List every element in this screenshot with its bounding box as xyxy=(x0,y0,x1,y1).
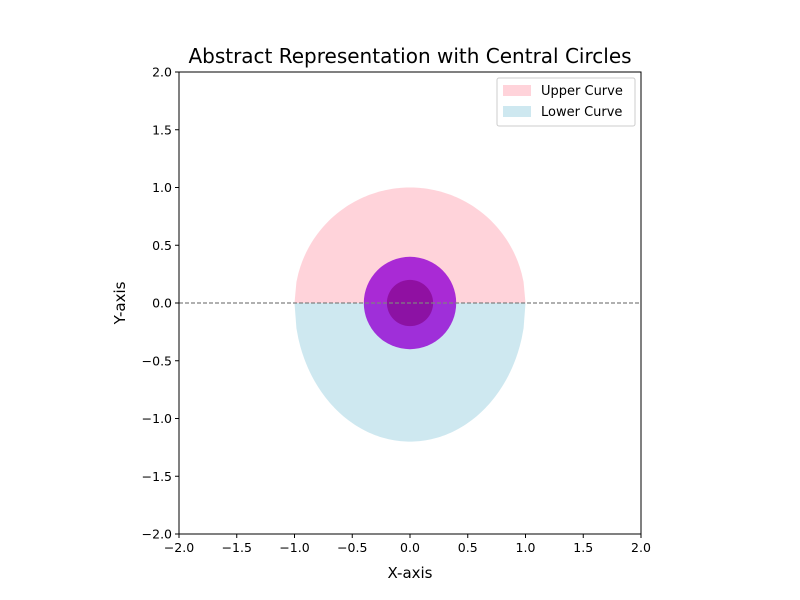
legend-swatch xyxy=(503,85,531,96)
lower-curve-fill xyxy=(294,303,526,442)
x-tick-label: −1.5 xyxy=(222,540,252,555)
upper-curve-fill xyxy=(294,187,526,303)
x-tick-label: −0.5 xyxy=(337,540,367,555)
y-tick-label: −0.5 xyxy=(142,353,172,368)
legend-label: Lower Curve xyxy=(541,105,622,120)
legend-label: Upper Curve xyxy=(541,84,623,99)
y-tick-label: 1.0 xyxy=(152,180,172,195)
y-tick-label: 1.5 xyxy=(152,122,172,137)
y-tick-label: 0.0 xyxy=(152,296,172,311)
y-tick-label: 2.0 xyxy=(152,65,172,80)
x-tick-label: −2.0 xyxy=(164,540,194,555)
x-tick-label: 1.5 xyxy=(573,540,593,555)
y-tick-label: −1.5 xyxy=(142,469,172,484)
legend-box xyxy=(496,77,636,127)
y-tick-label: −1.0 xyxy=(142,411,172,426)
chart-title: Abstract Representation with Central Cir… xyxy=(188,44,631,68)
plot-area: −2.0 −1.5 −1.0 −0.5 0.0 0.5 1.0 1.5 2.0 −2.0 −1.5 −… xyxy=(142,65,651,556)
y-tick-label: −2.0 xyxy=(142,527,172,542)
legend: Upper Curve Lower Curve xyxy=(496,77,636,127)
x-tick-label: 1.0 xyxy=(516,540,536,555)
x-tick-label: 2.0 xyxy=(631,540,651,555)
x-tick-label: −1.0 xyxy=(279,540,309,555)
x-tick-label: 0.0 xyxy=(400,540,420,555)
y-axis-title: Y-axis xyxy=(111,281,129,325)
x-axis-title: X-axis xyxy=(388,564,433,582)
legend-swatch xyxy=(503,106,531,117)
y-tick-label: 0.5 xyxy=(152,238,172,253)
x-tick-label: 0.5 xyxy=(458,540,478,555)
